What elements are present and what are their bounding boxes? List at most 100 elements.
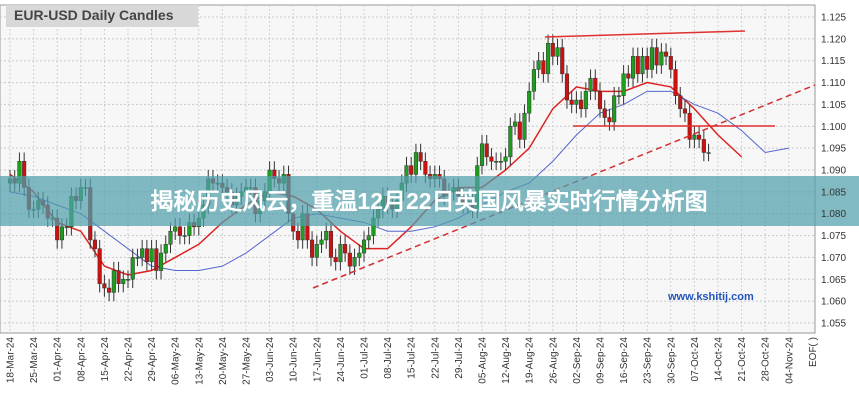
x-tick-label: 01-Jul-24 (360, 337, 371, 379)
candle-body (111, 270, 116, 293)
x-tick-label: 20-May-24 (218, 337, 229, 385)
y-tick-label: 1.090 (821, 166, 846, 177)
candle-body (503, 156, 508, 162)
x-tick-label: 02-Sep-24 (572, 337, 583, 384)
candle-body (92, 239, 98, 249)
y-tick-label: 1.070 (821, 253, 846, 264)
candle-body (409, 165, 414, 175)
candle-body (135, 257, 140, 259)
y-tick-label: 1.095 (821, 144, 846, 155)
candle-body (328, 230, 334, 258)
candle-body (541, 60, 546, 75)
x-tick-label: 08-Apr-24 (76, 337, 87, 382)
candle-body (130, 257, 135, 280)
candle-body (366, 235, 371, 241)
candle-body (338, 244, 343, 263)
x-tick-label: 30-Sep-24 (666, 337, 677, 384)
candle-body (168, 230, 173, 245)
candle-body (102, 283, 107, 289)
x-tick-label: 18-Mar-24 (6, 337, 17, 384)
x-tick-label: 05-Aug-24 (478, 337, 489, 384)
candle-body (673, 69, 678, 96)
candle-body (418, 152, 423, 162)
x-tick-label: 27-May-24 (242, 337, 253, 385)
x-tick-label: 14-Oct-24 (714, 337, 725, 382)
x-tick-label: 19-Aug-24 (525, 337, 536, 384)
candle-body (640, 56, 645, 75)
banner (0, 176, 859, 226)
candle-body (612, 95, 617, 123)
candle-body (531, 69, 536, 92)
candle-body (517, 121, 522, 140)
y-tick-label: 1.110 (821, 78, 846, 89)
candle-body (621, 73, 626, 96)
x-tick-label: 25-Mar-24 (29, 337, 40, 384)
candle-body (347, 252, 352, 267)
candle-body (479, 143, 485, 166)
chart-title: EUR-USD Daily Candles (14, 7, 174, 23)
candle-body (550, 42, 555, 57)
x-tick-label: 29-Apr-24 (147, 337, 158, 382)
candle-body (116, 270, 121, 284)
candle-body (536, 60, 541, 70)
x-tick-label: 13-May-24 (194, 337, 205, 385)
y-tick-label: 1.100 (821, 122, 846, 133)
y-tick-label: 1.055 (821, 319, 846, 330)
x-tick-label: 07-Oct-24 (690, 337, 701, 382)
candle-body (682, 108, 688, 114)
x-tick-label: 01-Apr-24 (53, 337, 64, 382)
y-tick-label: 1.115 (821, 56, 846, 67)
x-tick-label: 16-Sep-24 (619, 337, 630, 384)
candle-body (59, 226, 64, 241)
watermark: www.kshitij.com (667, 291, 754, 303)
candle-body (512, 121, 518, 127)
resistance-line (544, 30, 746, 38)
candle-body (494, 161, 499, 163)
candle-body (607, 117, 612, 123)
candle-body (140, 248, 145, 258)
candle-body (125, 279, 131, 281)
candle-body (602, 108, 607, 118)
candle-body (498, 161, 503, 163)
candle-body (182, 235, 187, 237)
x-tick-label: 15-Jul-24 (407, 337, 418, 379)
candle-body (64, 226, 69, 229)
candle-body (579, 99, 584, 110)
x-tick-label: 29-Jul-24 (454, 337, 465, 379)
candle-body (659, 51, 664, 66)
title-box (6, 5, 198, 27)
candle-body (343, 244, 348, 254)
candle-body (588, 77, 593, 92)
y-tick-label: 1.065 (821, 275, 846, 286)
candle-body (593, 77, 598, 92)
candle-body (616, 95, 621, 97)
x-tick-label: 15-Apr-24 (100, 337, 111, 382)
y-tick-label: 1.120 (821, 34, 846, 45)
x-tick-label: 09-Sep-24 (596, 337, 607, 384)
banner-text: 揭秘历史风云，重温12月22日英国风暴实时行情分析图 (150, 188, 707, 214)
x-tick-label: 04-Nov-24 (784, 337, 795, 384)
x-tick-label: 21-Oct-24 (737, 337, 748, 382)
x-tick-label: 17-Jun-24 (312, 337, 323, 382)
candle-body (413, 152, 418, 175)
candle-body (361, 239, 367, 254)
candle-body (706, 152, 711, 154)
candle-body (649, 47, 654, 70)
x-tick-label: 22-Apr-24 (124, 337, 135, 382)
x-tick-label: EOF( ) (808, 337, 819, 367)
candle-body (314, 244, 319, 258)
moving-average-line (9, 90, 789, 272)
candle-body (626, 73, 631, 79)
candle-body (630, 56, 636, 79)
candle-body (158, 252, 164, 271)
candle-body (97, 248, 102, 284)
x-tick-label: 22-Jul-24 (430, 337, 441, 379)
x-tick-label: 28-Oct-24 (761, 337, 772, 382)
candle-body (560, 47, 565, 75)
y-tick-label: 1.085 (821, 187, 846, 198)
candle-body (489, 156, 494, 162)
candle-body (107, 287, 112, 293)
candle-body (163, 244, 168, 254)
x-tick-label: 24-Jun-24 (336, 337, 347, 382)
candle-body (583, 91, 588, 110)
